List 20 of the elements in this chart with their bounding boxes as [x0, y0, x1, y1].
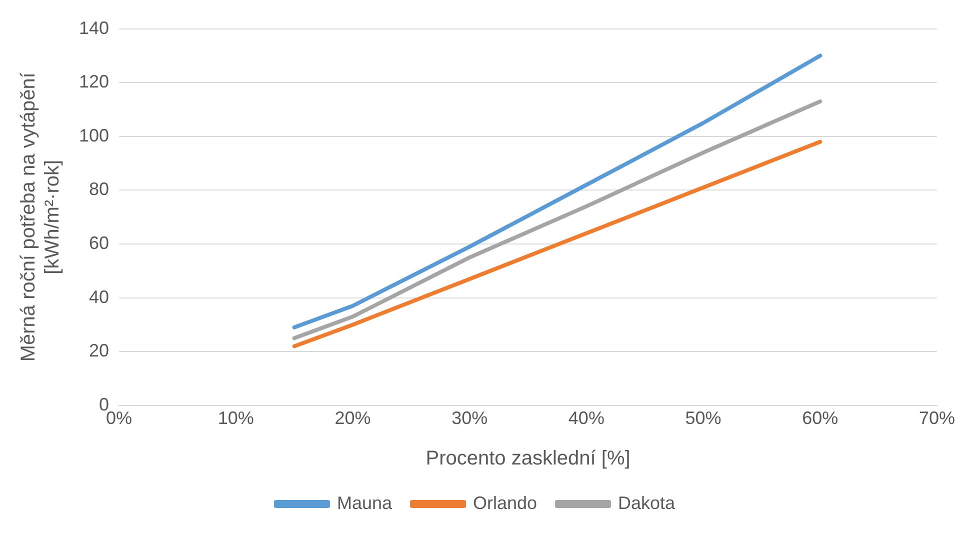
legend-label: Orlando [472, 492, 538, 513]
y-tick-label: 20 [89, 340, 110, 361]
legend-label: Mauna [336, 492, 393, 513]
x-tick-label: 10% [218, 408, 254, 428]
legend-label: Dakota [618, 492, 676, 513]
y-tick-label: 40 [89, 286, 110, 307]
x-tick-label: 40% [568, 408, 604, 428]
x-tick-label: 70% [918, 408, 955, 428]
x-tick-label: 30% [452, 408, 488, 428]
x-tick-label: 20% [334, 408, 371, 428]
y-tick-label: 140 [78, 18, 110, 38]
x-tick-label: 60% [802, 408, 838, 428]
y-axis-title: Měrná roční potřeba na vytápění [kWh/m²·rok] [18, 72, 64, 362]
y-tick-label: 60 [89, 232, 110, 253]
y-tick-label: 100 [78, 125, 110, 146]
x-axis-title: Procento zasklední [%] [426, 448, 630, 470]
x-tick-label: 50% [685, 408, 722, 428]
x-tick-label: 0% [106, 408, 132, 428]
y-tick-label: 120 [78, 72, 110, 92]
y-tick-label: 80 [89, 179, 110, 200]
